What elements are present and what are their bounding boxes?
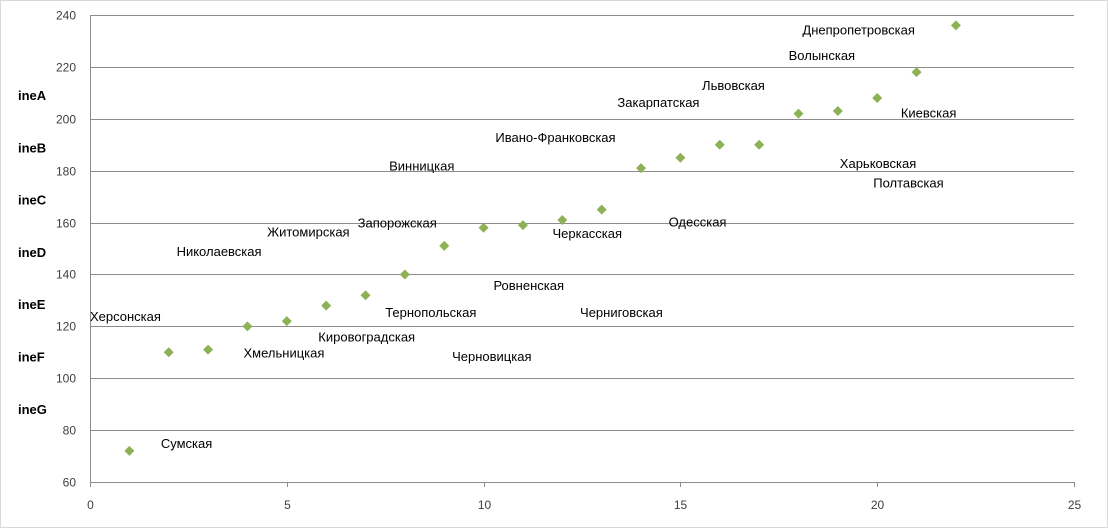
data-point — [950, 20, 961, 31]
y-tick-label: 140 — [56, 268, 76, 282]
data-point — [714, 139, 725, 150]
point-label: Волынская — [789, 48, 855, 63]
point-label: Ровненская — [493, 278, 564, 293]
data-point — [557, 214, 568, 225]
point-label: Черкасская — [552, 226, 622, 241]
data-points — [124, 20, 961, 456]
point-label: Полтавская — [873, 175, 943, 190]
data-point — [675, 152, 686, 163]
data-point — [596, 204, 607, 215]
point-label: Запорожская — [358, 216, 437, 231]
side-labels: ineA ineB ineC ineD ineE ineF ineG — [18, 88, 47, 417]
side-label: ineA — [18, 88, 47, 103]
point-label: Львовская — [702, 78, 765, 93]
data-point — [124, 445, 135, 456]
y-tick-label: 180 — [56, 165, 76, 179]
y-tick-label: 200 — [56, 113, 76, 127]
data-point — [321, 300, 332, 311]
data-point — [911, 67, 922, 78]
data-point — [203, 344, 214, 355]
data-point — [636, 163, 647, 174]
point-label: Винницкая — [389, 158, 454, 173]
point-label: Херсонская — [90, 309, 161, 324]
point-label: Хмельницкая — [244, 345, 325, 360]
point-label: Тернопольская — [385, 305, 476, 320]
point-label: Киевская — [901, 105, 957, 120]
y-tick-label: 160 — [56, 217, 76, 231]
data-point — [793, 108, 804, 119]
point-label: Сумская — [161, 436, 212, 451]
axes: 60 80 100 120 140 160 180 200 220 240 0 5 10 15 20 25 — [56, 9, 1082, 513]
side-label: ineB — [18, 140, 46, 155]
x-tick-label: 25 — [1068, 498, 1082, 512]
side-label: ineC — [18, 193, 47, 208]
y-tick-label: 80 — [63, 424, 77, 438]
side-label: ineF — [18, 350, 45, 365]
x-tick-label: 5 — [284, 498, 291, 512]
data-point — [439, 240, 450, 251]
data-point — [832, 105, 843, 116]
point-label: Закарпатская — [617, 95, 699, 110]
point-label: Ивано-Франковская — [495, 130, 615, 145]
point-label: Кировоградская — [318, 330, 415, 345]
y-tick-label: 240 — [56, 9, 76, 23]
gridlines — [90, 15, 1074, 431]
side-label: ineG — [18, 402, 47, 417]
data-point — [242, 321, 253, 332]
data-point — [754, 139, 765, 150]
x-tick-label: 10 — [478, 498, 492, 512]
point-label: Харьковская — [840, 156, 916, 171]
data-point — [360, 290, 371, 301]
point-label: Днепропетровская — [802, 22, 914, 37]
data-point — [872, 93, 883, 104]
data-point — [478, 222, 489, 233]
point-label: Житомирская — [267, 225, 349, 240]
side-label: ineE — [18, 297, 46, 312]
data-point — [281, 316, 292, 327]
x-tick-label: 20 — [871, 498, 885, 512]
x-tick-label: 15 — [674, 498, 688, 512]
point-labels: Сумская Херсонская Хмельницкая Николаевская… — [90, 22, 956, 451]
y-tick-label: 120 — [56, 320, 76, 334]
side-label: ineD — [18, 245, 46, 260]
point-label: Черновицкая — [452, 349, 531, 364]
y-tick-label: 100 — [56, 372, 76, 386]
data-point — [399, 269, 410, 280]
point-label: Одесская — [669, 214, 727, 229]
x-tick-label: 0 — [87, 498, 94, 512]
data-point — [163, 347, 174, 358]
point-label: Черниговская — [580, 305, 663, 320]
y-tick-label: 60 — [63, 476, 77, 490]
y-tick-label: 220 — [56, 61, 76, 75]
data-point — [517, 220, 528, 231]
point-label: Николаевская — [177, 244, 262, 259]
